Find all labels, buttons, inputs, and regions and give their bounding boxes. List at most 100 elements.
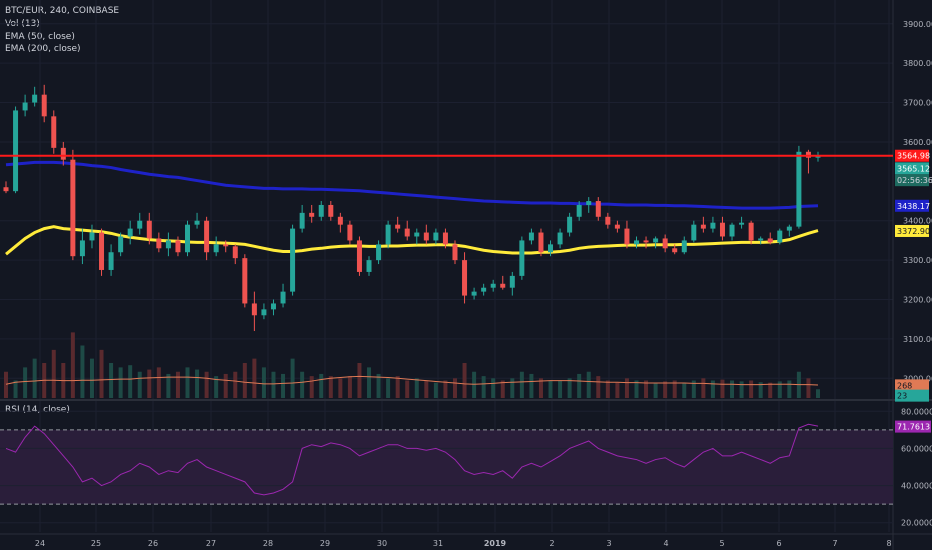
- volume-bar: [89, 358, 94, 398]
- candle-body: [681, 240, 687, 253]
- candle: [423, 224, 429, 245]
- candle: [251, 291, 257, 332]
- candle-body: [251, 303, 257, 316]
- candle-body: [127, 228, 133, 237]
- ema200-price-tag: 3438.17: [897, 202, 930, 211]
- candle-body: [309, 212, 315, 217]
- volume-bar: [261, 367, 266, 398]
- countdown-tag: 02:56:36: [897, 176, 932, 185]
- volume-bar: [23, 367, 28, 398]
- candle: [51, 110, 57, 154]
- volume-bar: [672, 380, 677, 398]
- candle-body: [146, 220, 152, 239]
- candle-body: [633, 240, 639, 245]
- volume-bar: [519, 371, 524, 398]
- candle-body: [452, 244, 458, 261]
- candle-body: [576, 204, 582, 217]
- candle-body: [729, 224, 735, 237]
- candle-body: [586, 201, 592, 205]
- horizontal-line-price-tag-bg: [895, 149, 929, 162]
- volume-bar: [624, 378, 629, 398]
- time-tick-label: 26: [148, 539, 158, 548]
- time-tick-label: 2019: [484, 539, 507, 548]
- candle-body: [318, 204, 324, 217]
- candle-body: [204, 220, 210, 253]
- volume-bar: [357, 363, 362, 398]
- time-tick-label: 30: [377, 539, 387, 548]
- candle: [328, 201, 334, 221]
- candle: [739, 216, 745, 229]
- candle: [710, 216, 716, 233]
- vol-ma-tag: 268: [897, 381, 912, 390]
- candle-body: [662, 238, 668, 249]
- symbol-legend[interactable]: BTC/EUR, 240, COINBASE: [5, 6, 120, 16]
- time-tick-label: 7: [832, 539, 837, 548]
- candle-body: [165, 240, 171, 249]
- candle: [318, 201, 324, 221]
- volume-bar: [768, 382, 773, 398]
- last-price-tag-bg: [895, 162, 929, 175]
- volume-bar: [252, 358, 257, 398]
- candle: [175, 236, 181, 257]
- candle: [557, 228, 563, 249]
- time-tick-label: 28: [263, 539, 273, 548]
- volume-bar: [596, 376, 601, 398]
- volume-bar: [32, 358, 37, 398]
- volume-bar: [510, 378, 515, 398]
- volume-bar: [558, 380, 563, 398]
- volume-bar: [615, 382, 620, 398]
- candle-body: [462, 260, 468, 296]
- volume-bar: [586, 371, 591, 398]
- time-tick-label: 4: [663, 539, 668, 548]
- volume-bar: [433, 382, 438, 398]
- candle-body: [270, 303, 276, 310]
- candle: [99, 228, 105, 276]
- volume-bar: [710, 380, 715, 398]
- volume-bar: [271, 371, 276, 398]
- rsi-legend[interactable]: RSI (14, close): [5, 405, 70, 415]
- candle: [404, 220, 410, 241]
- candle-body: [442, 232, 448, 245]
- volume-bar: [538, 378, 543, 398]
- volume-bar: [577, 373, 582, 398]
- volume-bar: [462, 363, 467, 398]
- time-tick-label: 27: [206, 539, 216, 548]
- rsi-value-tag: 71.7613: [897, 423, 930, 432]
- candle: [118, 232, 124, 257]
- volume-bar: [118, 367, 123, 398]
- candle: [471, 287, 477, 300]
- ema200-legend[interactable]: EMA (200, close): [5, 44, 81, 54]
- candle: [653, 236, 659, 249]
- candle: [13, 106, 19, 194]
- volume-bar: [376, 373, 381, 398]
- volume-bar: [605, 380, 610, 398]
- candle: [500, 275, 506, 290]
- ema200-price-tag-bg: [895, 199, 929, 212]
- candle-body: [337, 216, 343, 225]
- candle: [672, 244, 678, 255]
- ema200-line: [5, 160, 819, 210]
- volume-bar: [567, 378, 572, 398]
- candle-body: [653, 238, 659, 243]
- volume-bar: [405, 380, 410, 398]
- volume-bar: [328, 376, 333, 398]
- candle: [204, 216, 210, 261]
- candle: [700, 216, 706, 233]
- volume-bar: [730, 380, 735, 398]
- candle-body: [519, 240, 525, 276]
- candle-body: [700, 224, 706, 229]
- volume-bar: [806, 378, 811, 398]
- price-tick-label: 3900.00: [903, 20, 932, 29]
- candle: [385, 220, 391, 249]
- volume-bar: [195, 369, 200, 398]
- volume-bar: [347, 376, 352, 398]
- candle: [3, 181, 9, 194]
- candle: [356, 236, 362, 276]
- volume-bar: [223, 373, 228, 398]
- volume-bar: [242, 363, 247, 398]
- volume-bar: [816, 389, 820, 398]
- candle: [805, 149, 811, 174]
- time-tick-label: 29: [320, 539, 330, 548]
- volume-bar: [128, 365, 133, 398]
